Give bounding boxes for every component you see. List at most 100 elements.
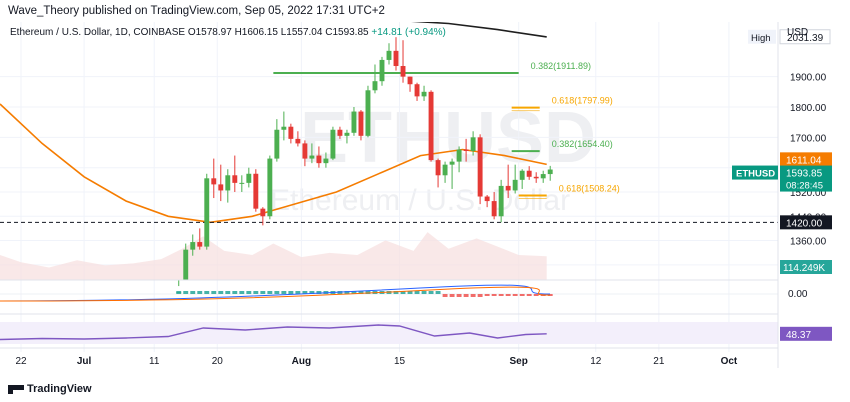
candles [176,37,553,294]
candle-body [372,81,378,91]
macd-histogram-bar [442,294,448,297]
candle-body [225,175,231,191]
tradingview-logo[interactable]: TradingView [8,383,92,395]
rsi-pane [0,313,778,349]
time-tick-label: 11 [149,356,160,367]
volume-tag-value: 114.249K [783,263,825,274]
macd-histogram-bar [526,294,532,296]
candle-body [239,182,245,184]
candle [323,152,329,168]
macd-histogram-bar [232,291,238,294]
macd-histogram-bar [393,291,399,294]
fib-label: 0.618(1797.99) [552,96,613,106]
macd-histogram-bar [351,291,357,294]
candle [512,164,518,194]
tradingview-icon [8,384,24,394]
support-tag-bg [780,215,832,230]
price-tick-label: 1700.00 [790,133,827,144]
candle-body [421,91,427,97]
candle-body [246,173,252,183]
candle-body [435,160,441,176]
time-tick-label: Jul [77,356,92,367]
candle [435,158,441,188]
candle [232,155,238,192]
candle [442,161,448,183]
candle [526,166,532,180]
macd-histogram-bar [428,291,434,294]
countdown-value: 08:28:45 [786,181,823,192]
watermark-ticker: ETHUSD [300,98,596,178]
candle-body [323,158,329,164]
candle [379,56,385,86]
candle-body [211,178,217,185]
candle [484,195,490,208]
candle-body [407,76,413,85]
time-tick-label: Aug [292,356,311,367]
candle [260,207,266,226]
candle-body [267,158,273,217]
currency-label: USD [787,27,809,38]
publish-bar: Wave_Theory published on TradingView.com… [0,0,850,22]
candle [288,123,294,144]
tradingview-logo-text: TradingView [27,383,92,395]
macd-histogram-bar [183,291,189,294]
candle-body [197,242,203,247]
candle [344,129,350,144]
candle-body [190,242,196,250]
macd-histogram-bar [225,291,231,294]
watermark-name: Ethereum / U.S. Dollar [270,184,570,217]
fib-levels: 0.382(1911.89) 0.618(1797.99) 0.382(1654.4… [273,61,620,200]
candle [428,90,434,162]
macd-histogram-bar [505,294,511,296]
macd-histogram-bar [456,294,462,297]
candle-body [400,66,406,77]
candle [218,164,224,202]
time-tick-label: Oct [721,356,738,367]
macd-histogram-bar [407,291,413,294]
macd-histogram-bar [365,291,371,294]
candle [456,146,462,173]
candle-body [302,143,308,159]
candle-body [456,149,462,162]
macd-histogram-bar [176,291,182,294]
macd-histogram-bar [519,294,525,296]
macd-histogram-bar [260,291,266,294]
open-value: O1578.97 [187,27,232,38]
chart-canvas[interactable]: ETHUSD Ethereum / U.S. Dollar 0.382(1911… [0,22,850,402]
candle [190,234,196,256]
price-tick-label: 1800.00 [790,103,827,114]
time-tick-label: 15 [394,356,406,367]
macd-pane [0,279,778,302]
footer: TradingView [0,380,850,402]
high-label: High [751,33,771,44]
candle-body [442,164,448,176]
close-value: C1593.85 [325,27,369,38]
candle-body [309,155,315,159]
candle [372,64,378,94]
candle [386,43,392,65]
volume-tag-bg [780,260,832,274]
ma-tag-value: 1611.04 [786,155,822,166]
candle-body [491,201,497,217]
rsi-line [0,324,547,341]
macd-histogram-bar [211,291,217,294]
candle-body [505,185,511,191]
support-tag-value: 1420.00 [786,218,823,229]
candle [477,134,483,205]
candle [351,106,357,136]
price-tag-value: 1593.85 [786,169,823,180]
candle-body [498,185,504,217]
candle-body [337,129,343,136]
macd-histogram-bar [512,294,518,296]
candle-body [526,170,532,177]
candle [498,179,504,223]
high-tag-bg [779,29,831,45]
macd-histogram-bar [197,291,203,294]
candle [365,85,371,138]
time-tick-label: 21 [653,356,665,367]
change-value: +14.81 (+0.94%) [371,27,446,38]
low-value: L1557.04 [280,27,323,38]
published-line: Wave_Theory published on TradingView.com… [8,5,385,17]
candle [281,111,287,141]
